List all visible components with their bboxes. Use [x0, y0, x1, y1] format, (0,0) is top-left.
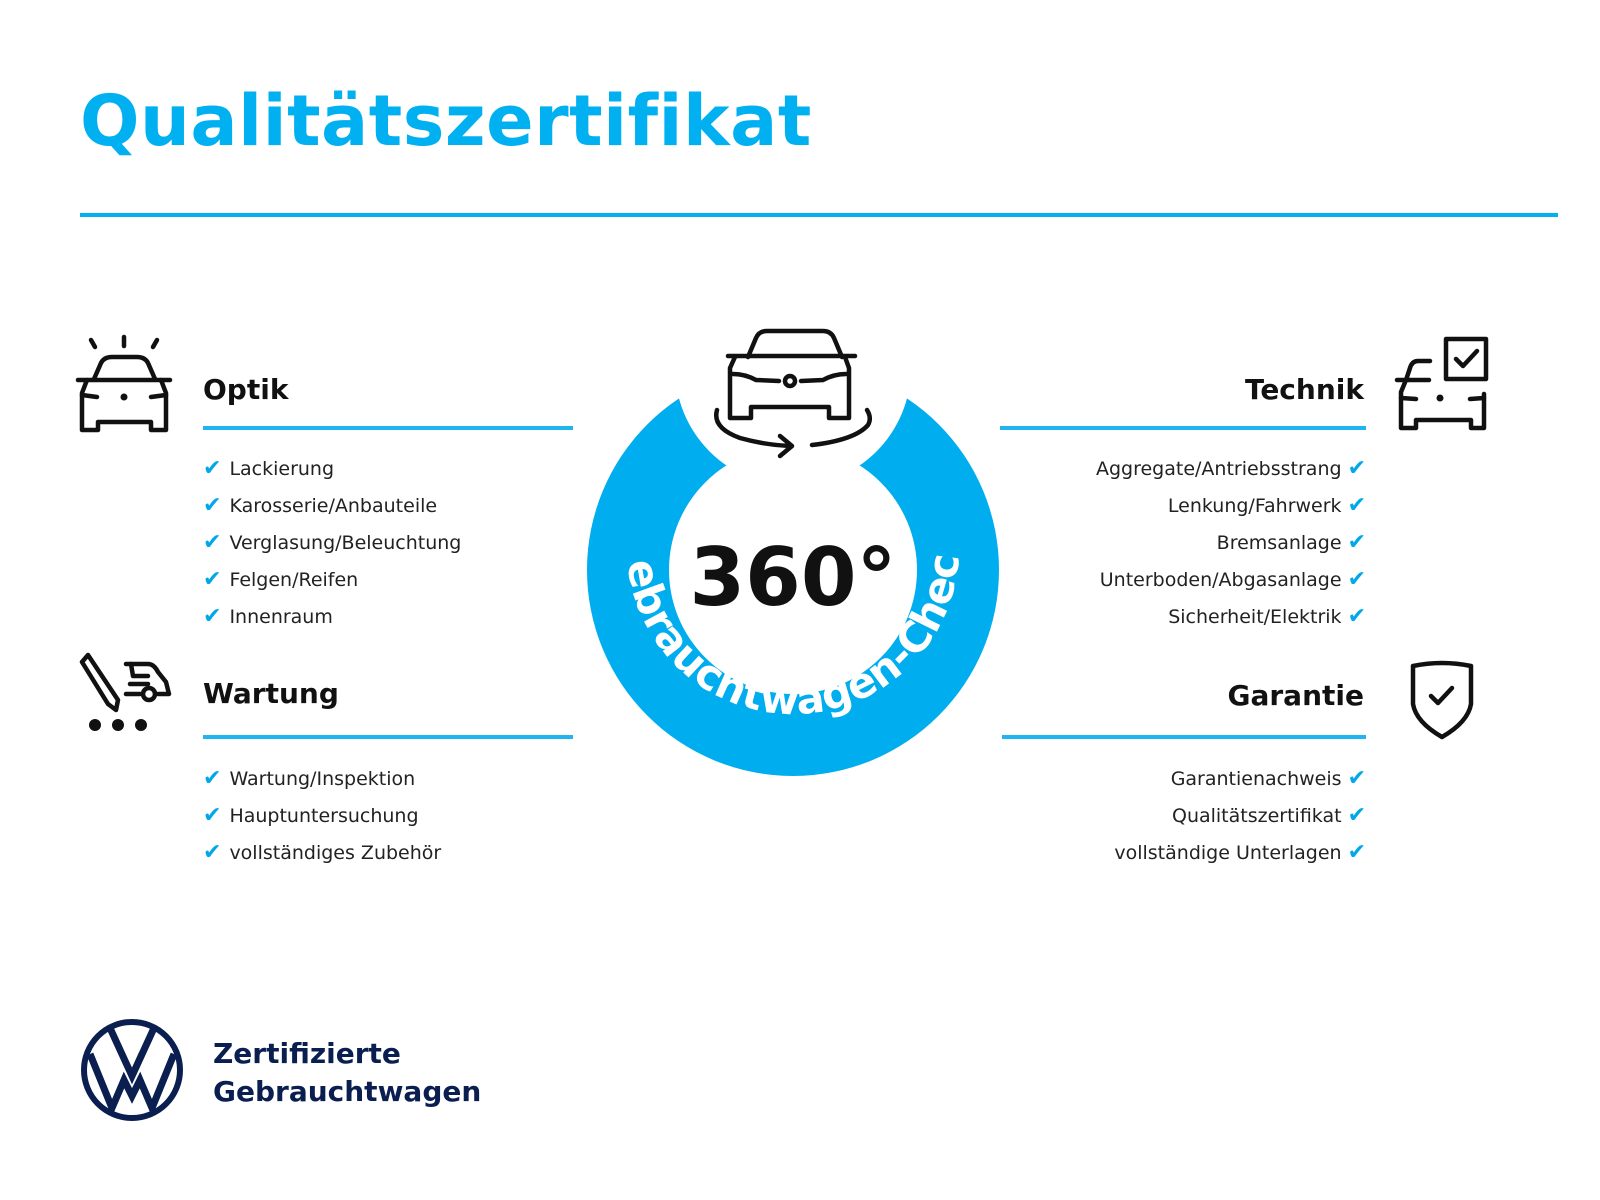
- title-divider: [80, 213, 1558, 217]
- item-label: Unterboden/Abgasanlage: [1099, 569, 1342, 591]
- item-label: Garantienachweis: [1170, 768, 1342, 790]
- item-label: Karosserie/Anbauteile: [229, 495, 438, 517]
- car-rotate-icon: [714, 328, 872, 459]
- list-item: ✔ Wartung/Inspektion: [203, 760, 441, 797]
- list-item: ✔ Felgen/Reifen: [203, 561, 461, 598]
- list-garantie: Garantienachweis ✔ Qualitätszertifikat ✔ v…: [1114, 760, 1366, 871]
- section-heading-wartung: Wartung: [203, 677, 339, 710]
- item-label: Verglasung/Beleuchtung: [229, 532, 462, 554]
- check-icon: ✔: [203, 567, 222, 592]
- item-label: Qualitätszertifikat: [1171, 805, 1342, 827]
- shield-check-icon: [1410, 660, 1474, 740]
- list-item: Unterboden/Abgasanlage ✔: [1096, 561, 1366, 598]
- item-label: Wartung/Inspektion: [229, 768, 416, 790]
- car-lights-icon: [75, 334, 173, 433]
- list-technik: Aggregate/Antriebsstrang ✔ Lenkung/Fahrwe…: [1096, 450, 1366, 635]
- item-label: Hauptuntersuchung: [229, 805, 419, 827]
- check-icon: ✔: [203, 493, 222, 518]
- check-icon: ✔: [1347, 766, 1366, 791]
- list-item: ✔ vollständiges Zubehör: [203, 834, 441, 871]
- item-label: vollständige Unterlagen: [1114, 842, 1342, 864]
- check-icon: ✔: [203, 530, 222, 555]
- check-icon: ✔: [1347, 456, 1366, 481]
- list-item: Bremsanlage ✔: [1096, 524, 1366, 561]
- item-label: Lenkung/Fahrwerk: [1167, 495, 1342, 517]
- list-item: vollständige Unterlagen ✔: [1114, 834, 1366, 871]
- page-title: Qualitätszertifikat: [80, 80, 812, 162]
- list-item: ✔ Innenraum: [203, 598, 461, 635]
- item-label: Lackierung: [229, 458, 335, 480]
- car-checkbox-icon: [1394, 336, 1489, 431]
- section-divider-wartung: [203, 735, 573, 739]
- section-heading-technik: Technik: [1244, 373, 1364, 406]
- section-heading-garantie: Garantie: [1227, 679, 1365, 712]
- list-item: ✔ Karosserie/Anbauteile: [203, 487, 461, 524]
- footer-line-2: Gebrauchtwagen: [213, 1075, 482, 1108]
- section-divider-garantie: [1002, 735, 1366, 739]
- item-label: Felgen/Reifen: [229, 569, 359, 591]
- footer-line-1: Zertifizierte: [213, 1037, 401, 1070]
- check-icon: ✔: [203, 456, 222, 481]
- check-icon: ✔: [203, 766, 222, 791]
- check-icon: ✔: [1347, 493, 1366, 518]
- list-wartung: ✔ Wartung/Inspektion ✔ Hauptuntersuchung ✔…: [203, 760, 441, 871]
- item-label: Aggregate/Antriebsstrang: [1095, 458, 1342, 480]
- list-optik: ✔ Lackierung ✔ Karosserie/Anbauteile ✔ Verg…: [203, 450, 461, 635]
- list-item: ✔ Lackierung: [203, 450, 461, 487]
- list-item: Qualitätszertifikat ✔: [1114, 797, 1366, 834]
- list-item: ✔ Verglasung/Beleuchtung: [203, 524, 461, 561]
- footer-brand-text: Zertifizierte Gebrauchtwagen: [213, 1035, 481, 1111]
- badge-inner: [669, 446, 917, 694]
- item-label: Innenraum: [229, 606, 333, 628]
- list-item: ✔ Hauptuntersuchung: [203, 797, 441, 834]
- check-icon: ✔: [1347, 840, 1366, 865]
- list-item: Sicherheit/Elektrik ✔: [1096, 598, 1366, 635]
- item-label: vollständiges Zubehör: [229, 842, 442, 864]
- section-divider-technik: [1000, 426, 1366, 430]
- check-icon: ✔: [1347, 604, 1366, 629]
- item-label: Sicherheit/Elektrik: [1168, 606, 1342, 628]
- badge-notch: [675, 250, 911, 486]
- badge-360-text: 360°: [690, 531, 897, 624]
- check-icon: ✔: [203, 803, 222, 828]
- check-icon: ✔: [1347, 803, 1366, 828]
- check-icon: ✔: [1347, 530, 1366, 555]
- check-icon: ✔: [203, 604, 222, 629]
- list-item: Aggregate/Antriebsstrang ✔: [1096, 450, 1366, 487]
- list-item: Garantienachweis ✔: [1114, 760, 1366, 797]
- item-label: Bremsanlage: [1216, 532, 1342, 554]
- section-divider-optik: [203, 426, 573, 430]
- list-item: Lenkung/Fahrwerk ✔: [1096, 487, 1366, 524]
- section-heading-optik: Optik: [203, 373, 289, 406]
- vw-logo: [81, 1019, 183, 1121]
- check-icon: ✔: [1347, 567, 1366, 592]
- service-wrench-car-icon: [79, 652, 172, 731]
- check-icon: ✔: [203, 840, 222, 865]
